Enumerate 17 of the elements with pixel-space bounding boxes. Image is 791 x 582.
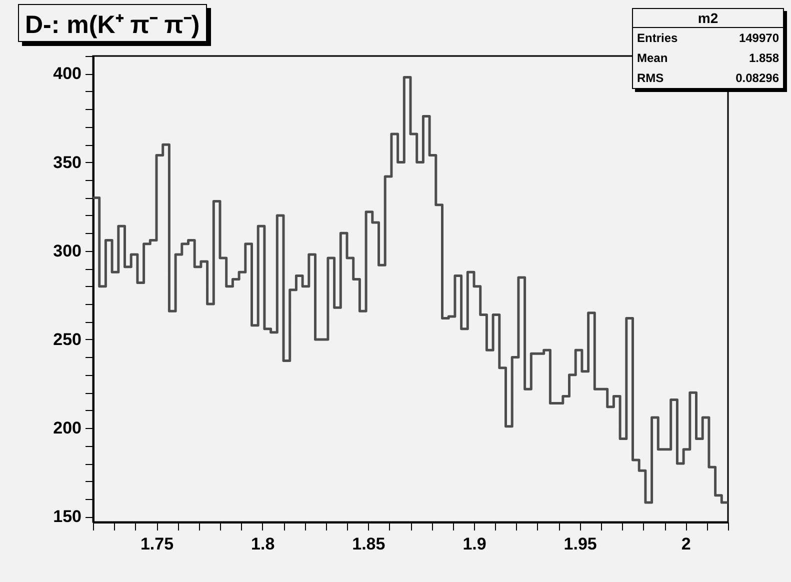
text: m2 xyxy=(633,9,783,28)
x-tick-label: 1.75 xyxy=(140,534,174,554)
y-tick-label: 300 xyxy=(53,241,82,260)
x-tick-label: 1.95 xyxy=(564,534,597,554)
y-tick-label: 350 xyxy=(53,152,82,172)
text: Entries 149970 xyxy=(637,31,779,45)
chart-title: D-: m(K⁺ π⁻ π⁻) xyxy=(18,4,207,42)
text: Mean 1.858 xyxy=(637,51,779,65)
x-tick-label: 1.9 xyxy=(462,534,486,554)
x-tick-label: 1.85 xyxy=(352,534,386,554)
y-tick-label: 200 xyxy=(53,418,82,438)
y-tick-label: 150 xyxy=(53,507,82,526)
x-tick-label: 2 xyxy=(681,534,691,554)
x-tick-label: 1.8 xyxy=(251,534,275,554)
text: RMS 0.08296 xyxy=(637,71,779,85)
y-tick-label: 400 xyxy=(53,64,82,84)
y-tick-label: 250 xyxy=(53,330,82,349)
